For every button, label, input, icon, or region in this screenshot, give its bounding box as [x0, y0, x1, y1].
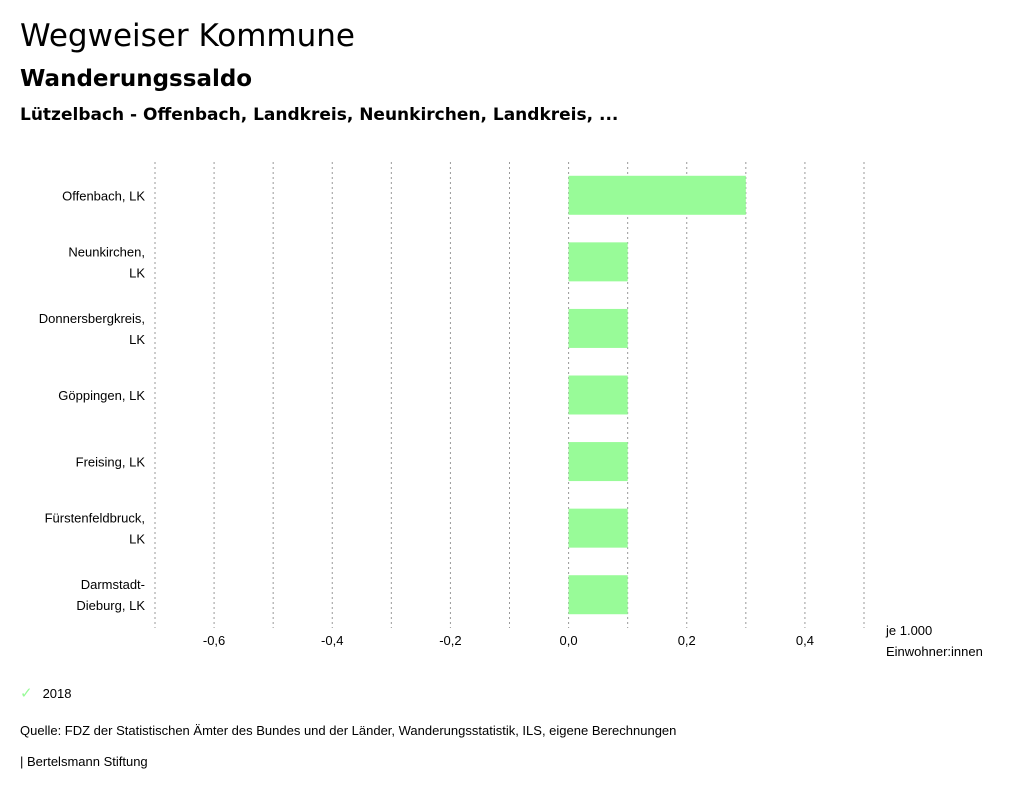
category-label: Göppingen, LK: [58, 388, 145, 403]
x-tick-label: 0,4: [796, 633, 814, 648]
category-label: Offenbach, LK: [62, 188, 145, 203]
bar[interactable]: [568, 508, 628, 548]
bar[interactable]: [568, 175, 746, 215]
publisher-note: | Bertelsmann Stiftung: [20, 754, 148, 769]
x-tick-label: 0,2: [678, 633, 696, 648]
bar[interactable]: [568, 242, 628, 282]
unit-label: je 1.000 Einwohner:innen: [885, 623, 983, 659]
x-tick-label: -0,6: [203, 633, 225, 648]
category-label: Neunkirchen, LK: [68, 244, 145, 280]
source-note: Quelle: FDZ der Statistischen Ämter des …: [20, 723, 677, 738]
category-label: Fürstenfeldbruck, LK: [45, 511, 146, 547]
check-icon[interactable]: ✓: [20, 684, 33, 702]
bars: [568, 175, 746, 615]
category-label: Freising, LK: [76, 455, 146, 470]
page-title: Wegweiser Kommune: [20, 18, 355, 54]
grid-lines: [154, 162, 865, 628]
unit-label-text: je 1.000 Einwohner:innen: [885, 623, 983, 659]
x-tick-label: -0,4: [321, 633, 343, 648]
legend-label-2018[interactable]: 2018: [42, 685, 72, 701]
category-label: Darmstadt-Dieburg, LK: [76, 577, 145, 613]
category-label: Donnersbergkreis, LK: [39, 311, 146, 347]
bar[interactable]: [568, 575, 628, 615]
bar[interactable]: [568, 308, 628, 348]
bar-chart: Offenbach, LK Neunkirchen, LK Donnersbergkr…: [39, 162, 983, 659]
chart-subtitle: Wanderungssaldo: [20, 66, 253, 92]
category-labels: Offenbach, LK Neunkirchen, LK Donnersbergkr…: [39, 188, 146, 613]
chart-description: Lützelbach - Offenbach, Landkreis, Neunk…: [20, 105, 619, 125]
legend: ✓ 2018: [20, 684, 72, 702]
x-tick-label: -0,2: [439, 633, 461, 648]
bar[interactable]: [568, 375, 628, 415]
bar[interactable]: [568, 442, 628, 482]
x-tick-labels: -0,6 -0,4 -0,2 0,0 0,2 0,4: [203, 633, 814, 648]
x-tick-label: 0,0: [560, 633, 578, 648]
